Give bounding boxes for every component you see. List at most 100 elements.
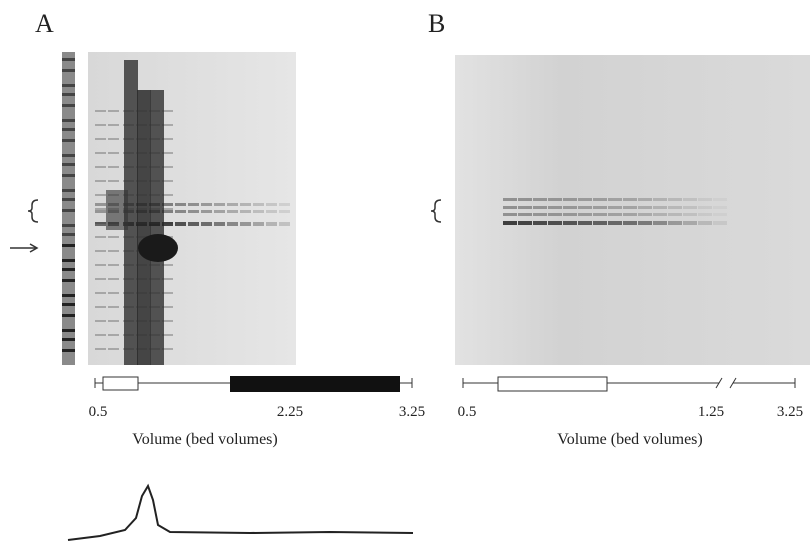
gel-band — [162, 278, 173, 280]
gel-band — [62, 329, 75, 332]
gel-band — [123, 334, 134, 336]
gel-band — [136, 138, 147, 140]
gel-band — [240, 210, 251, 213]
gel-band — [608, 213, 622, 216]
gel-band — [149, 210, 160, 213]
gel-band — [136, 306, 147, 308]
gel-band — [149, 320, 160, 322]
axis-label: Volume (bed volumes) — [557, 431, 702, 448]
gel-band — [123, 222, 134, 224]
gel-band — [62, 338, 75, 341]
gel-band — [638, 198, 652, 201]
gel-band — [95, 194, 106, 196]
gel-band — [123, 292, 134, 294]
gel-band — [593, 213, 607, 216]
gel-band — [136, 348, 147, 350]
gel-band — [136, 320, 147, 322]
gel-band — [62, 104, 75, 107]
gel-band — [62, 58, 75, 61]
gel-band — [136, 222, 147, 224]
gel-band — [62, 128, 75, 131]
gel-band — [62, 314, 75, 317]
gel-band — [578, 221, 592, 225]
gel-band — [149, 348, 160, 350]
gel-band — [227, 203, 238, 206]
gel-band — [108, 348, 119, 350]
gel-band — [150, 90, 164, 365]
gel-band — [149, 110, 160, 112]
gel-band — [240, 203, 251, 206]
gel-band — [578, 213, 592, 216]
fraction-box — [102, 376, 139, 391]
gel-band — [668, 221, 682, 225]
gel-band — [123, 152, 134, 154]
gel-band — [214, 210, 225, 213]
gel-band — [106, 190, 128, 230]
gel-band — [149, 222, 160, 226]
gel-band — [578, 206, 592, 209]
gel-band — [593, 221, 607, 225]
gel-band — [108, 292, 119, 294]
gel-band — [214, 203, 225, 206]
gel-band — [62, 69, 75, 72]
gel-band — [62, 279, 75, 282]
gel-band — [62, 163, 75, 166]
gel-band — [593, 206, 607, 209]
gel-band — [623, 221, 637, 225]
gel-band — [136, 180, 147, 182]
gel-band — [683, 213, 697, 216]
gel-band — [201, 222, 212, 226]
gel-band — [149, 180, 160, 182]
marker-lane — [62, 52, 75, 365]
gel-band — [62, 233, 75, 236]
gel-band — [62, 119, 75, 122]
gel-band — [518, 221, 532, 225]
gel-band — [62, 303, 75, 306]
gel-band — [136, 194, 147, 196]
gel-band — [62, 209, 75, 212]
gel-band — [123, 236, 134, 238]
gel-band — [136, 222, 147, 226]
gel-band — [123, 203, 134, 206]
axis-break — [715, 377, 723, 389]
gel-band — [266, 222, 277, 226]
gel-band — [653, 221, 667, 225]
gel-band — [162, 320, 173, 322]
gel-band — [518, 198, 532, 201]
gel-band — [108, 166, 119, 168]
gel-band — [123, 348, 134, 350]
gel-band — [214, 222, 225, 226]
gel-band — [503, 206, 517, 209]
gel-band — [136, 264, 147, 266]
gel-band — [123, 264, 134, 266]
gel-band — [108, 124, 119, 126]
gel-band — [162, 306, 173, 308]
gel-band — [149, 264, 160, 266]
gel-band — [503, 221, 517, 225]
gel-band — [108, 334, 119, 336]
gel-band — [136, 278, 147, 280]
gel-band — [136, 124, 147, 126]
gel-band — [162, 222, 173, 224]
gel-band — [149, 278, 160, 280]
panel-label: B — [428, 9, 445, 38]
gel-b — [455, 55, 810, 365]
gel-band — [503, 198, 517, 201]
gel-band — [149, 203, 160, 206]
gel-band — [608, 221, 622, 225]
gel-band — [136, 152, 147, 154]
gel-b-bands — [503, 198, 727, 225]
gel-band — [638, 206, 652, 209]
fraction-box — [497, 376, 608, 392]
gel-band — [95, 278, 106, 280]
gel-band — [95, 334, 106, 336]
gel-band — [123, 210, 134, 213]
gel-band — [279, 210, 290, 213]
gel-band — [62, 349, 75, 352]
gel-band — [653, 213, 667, 216]
gel-band — [175, 210, 186, 213]
axis-label: Volume (bed volumes) — [132, 431, 277, 448]
gel-band — [149, 152, 160, 154]
gel-band — [175, 203, 186, 206]
gel-band — [95, 208, 106, 210]
